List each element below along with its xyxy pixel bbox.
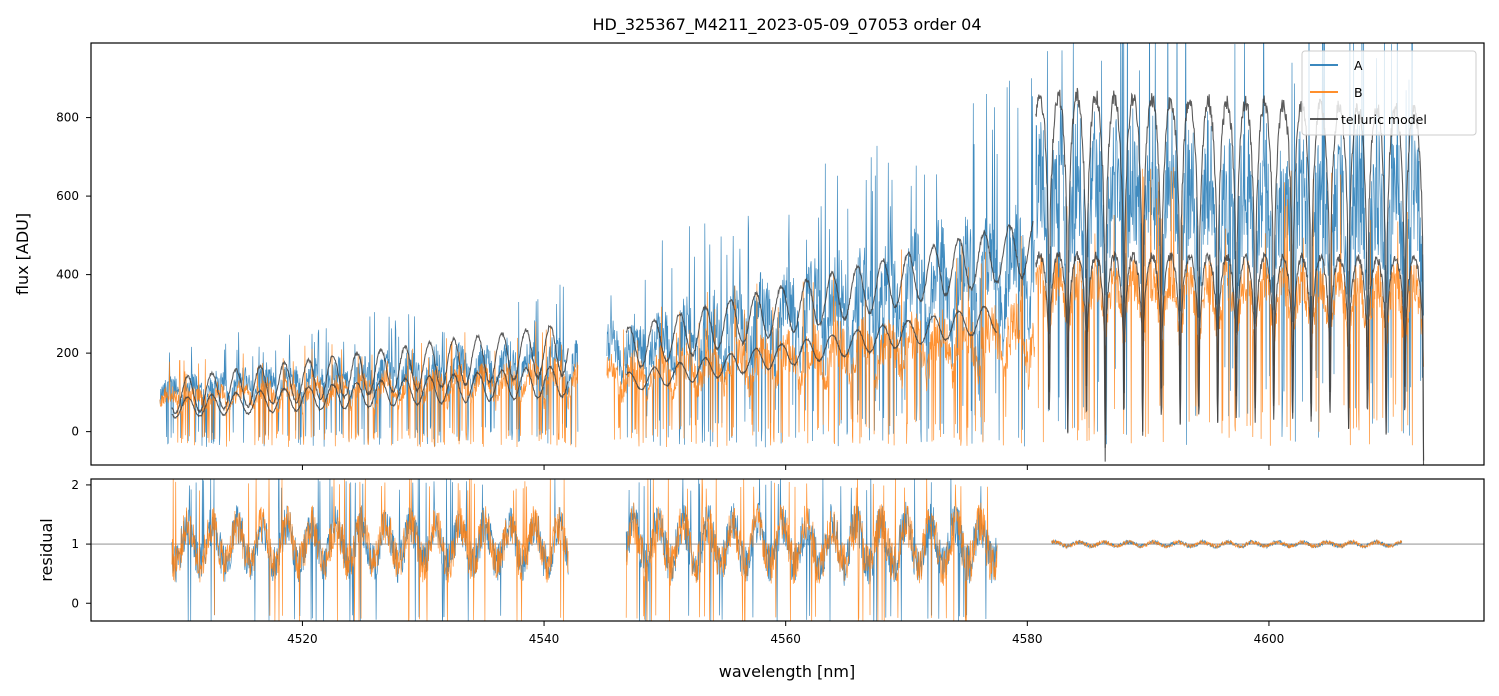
series-b-segment-1	[606, 235, 1035, 448]
series-a-segment-1	[606, 78, 1035, 448]
series-a-segment-2	[1035, 43, 1424, 445]
series-a-segment-0	[159, 284, 579, 447]
residual-y-tick-label-1: 1	[71, 537, 79, 551]
residual-panel-frame	[90, 478, 1485, 622]
residual-y-tick-label-2: 2	[71, 478, 79, 492]
residual-y-label: residual	[37, 518, 56, 581]
flux-y-label: flux [ADU]	[13, 213, 32, 295]
flux-y-tick-label-0: 0	[71, 425, 79, 439]
flux-panel: 0 200 400 600 800 flux [ADU] A B telluric mo…	[13, 42, 1485, 470]
legend-label-b: B	[1354, 85, 1363, 100]
residual-y-tick-label-0: 0	[71, 596, 79, 610]
legend-label-a: A	[1354, 58, 1363, 73]
telluric-model-segment-1	[171, 365, 569, 419]
residual-b-segment-2	[1051, 538, 1403, 550]
x-tick-label-4540: 4540	[529, 632, 560, 646]
residual-b-segment-0	[171, 479, 569, 621]
telluric-model-segment-0	[171, 324, 569, 415]
x-tick-label-4560: 4560	[770, 632, 801, 646]
x-tick-label-4600: 4600	[1254, 632, 1285, 646]
flux-y-tick-label-600: 600	[56, 189, 79, 203]
residual-b-segment-1	[625, 479, 998, 621]
legend-label-model: telluric model	[1341, 112, 1427, 127]
flux-panel-frame	[90, 42, 1485, 466]
series-b-segment-0	[159, 321, 579, 448]
flux-y-tick-label-400: 400	[56, 268, 79, 282]
legend-box	[1301, 50, 1477, 136]
x-tick-label-4580: 4580	[1012, 632, 1043, 646]
x-axis-label: wavelength [nm]	[719, 662, 856, 681]
residual-panel: 0 1 2 4520 4540 4560 4580 4600 residual wavele…	[37, 478, 1485, 681]
telluric-model-segment-3	[625, 305, 998, 391]
chart-title: HD_325367_M4211_2023-05-09_07053 order 0…	[592, 15, 981, 35]
telluric-model-segment-5	[1035, 250, 1425, 461]
x-tick-label-4520: 4520	[287, 632, 318, 646]
flux-y-tick-label-200: 200	[56, 346, 79, 360]
telluric-model-segment-2	[625, 220, 1034, 370]
legend: A B telluric model	[1301, 50, 1477, 136]
flux-y-tick-label-800: 800	[56, 111, 79, 125]
